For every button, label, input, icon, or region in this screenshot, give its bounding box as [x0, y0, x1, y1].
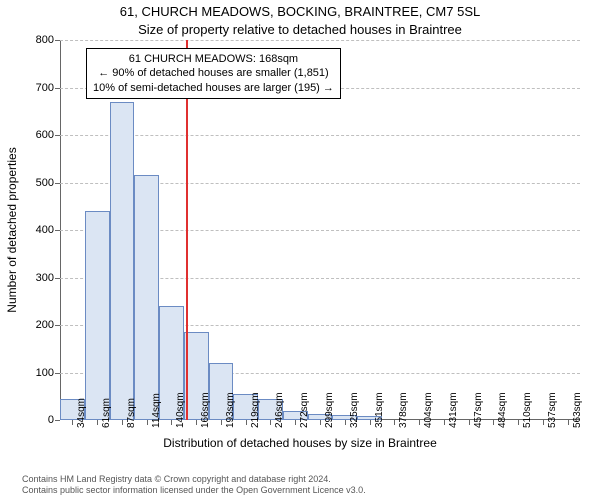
x-tick-mark: [295, 420, 296, 425]
x-tick-mark: [345, 420, 346, 425]
x-tick-label: 299sqm: [324, 392, 335, 428]
y-tick-mark: [55, 373, 60, 374]
property-size-chart: 61, CHURCH MEADOWS, BOCKING, BRAINTREE, …: [0, 0, 600, 500]
histogram-bar: [85, 211, 110, 420]
x-tick-label: 404sqm: [423, 392, 434, 428]
y-tick-label: 200: [20, 319, 54, 331]
x-tick-label: 510sqm: [522, 392, 533, 428]
x-tick-mark: [493, 420, 494, 425]
x-tick-mark: [246, 420, 247, 425]
x-axis-label: Distribution of detached houses by size …: [0, 436, 600, 450]
x-tick-mark: [444, 420, 445, 425]
x-tick-label: 431sqm: [448, 392, 459, 428]
footer-line-1: Contains HM Land Registry data © Crown c…: [22, 474, 366, 485]
x-tick-label: 246sqm: [274, 392, 285, 428]
x-tick-label: 193sqm: [225, 392, 236, 428]
x-tick-mark: [270, 420, 271, 425]
callout-line-3: 10% of semi-detached houses are larger (…: [93, 81, 334, 95]
x-tick-label: 484sqm: [497, 392, 508, 428]
x-tick-label: 457sqm: [473, 392, 484, 428]
y-tick-label: 500: [20, 177, 54, 189]
x-tick-mark: [518, 420, 519, 425]
x-tick-mark: [320, 420, 321, 425]
x-tick-mark: [568, 420, 569, 425]
y-tick-mark: [55, 88, 60, 89]
gridline: [60, 40, 580, 41]
x-tick-mark: [419, 420, 420, 425]
x-tick-label: 272sqm: [299, 392, 310, 428]
y-tick-label: 700: [20, 82, 54, 94]
x-tick-mark: [196, 420, 197, 425]
y-tick-label: 400: [20, 224, 54, 236]
x-tick-mark: [469, 420, 470, 425]
x-tick-label: 537sqm: [547, 392, 558, 428]
chart-title-sub: Size of property relative to detached ho…: [0, 22, 600, 37]
x-tick-label: 87sqm: [126, 398, 137, 428]
y-tick-mark: [55, 40, 60, 41]
y-tick-mark: [55, 230, 60, 231]
x-tick-label: 34sqm: [76, 398, 87, 428]
callout-line-1: 61 CHURCH MEADOWS: 168sqm: [93, 52, 334, 66]
chart-title-main: 61, CHURCH MEADOWS, BOCKING, BRAINTREE, …: [0, 4, 600, 19]
x-tick-label: 378sqm: [398, 392, 409, 428]
x-tick-mark: [221, 420, 222, 425]
x-tick-label: 140sqm: [175, 392, 186, 428]
x-tick-label: 325sqm: [349, 392, 360, 428]
y-tick-mark: [55, 278, 60, 279]
x-tick-mark: [72, 420, 73, 425]
histogram-bar: [110, 102, 135, 420]
x-tick-label: 166sqm: [200, 392, 211, 428]
footer-line-2: Contains public sector information licen…: [22, 485, 366, 496]
x-tick-mark: [147, 420, 148, 425]
reference-callout: 61 CHURCH MEADOWS: 168sqm ← 90% of detac…: [86, 48, 341, 99]
x-tick-mark: [394, 420, 395, 425]
y-tick-label: 600: [20, 129, 54, 141]
gridline: [60, 135, 580, 136]
histogram-bar: [134, 175, 159, 420]
callout-line-2: ← 90% of detached houses are smaller (1,…: [93, 66, 334, 80]
x-tick-label: 114sqm: [151, 393, 162, 428]
x-tick-label: 219sqm: [250, 392, 261, 428]
y-tick-label: 0: [20, 414, 54, 426]
y-tick-mark: [55, 325, 60, 326]
x-tick-mark: [543, 420, 544, 425]
x-tick-mark: [97, 420, 98, 425]
x-tick-label: 563sqm: [572, 392, 583, 428]
x-tick-mark: [171, 420, 172, 425]
y-tick-label: 800: [20, 34, 54, 46]
footer-attribution: Contains HM Land Registry data © Crown c…: [22, 474, 366, 496]
x-tick-mark: [370, 420, 371, 425]
y-tick-mark: [55, 183, 60, 184]
y-tick-mark: [55, 420, 60, 421]
x-tick-label: 351sqm: [374, 392, 385, 428]
x-tick-mark: [122, 420, 123, 425]
y-tick-label: 100: [20, 367, 54, 379]
y-axis-label: Number of detached properties: [5, 147, 19, 312]
y-tick-label: 300: [20, 272, 54, 284]
x-tick-label: 61sqm: [101, 398, 112, 428]
y-tick-mark: [55, 135, 60, 136]
